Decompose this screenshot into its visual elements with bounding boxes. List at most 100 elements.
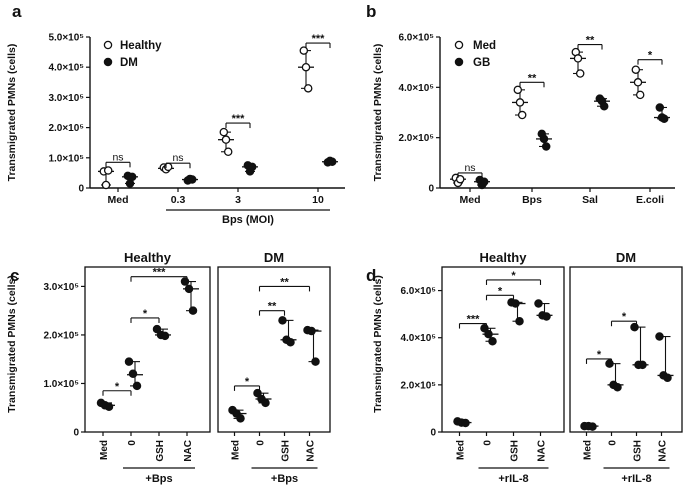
panel-a-sig-1: ns bbox=[165, 152, 191, 169]
panel-b-sig-2-label: ** bbox=[586, 35, 595, 47]
panel-d-healthy-title: Healthy bbox=[480, 250, 528, 265]
panel-c-dm-x-tick-label-1: 0 bbox=[256, 440, 267, 446]
panel-a-legend-label-1: DM bbox=[120, 57, 138, 69]
panel-a-y-axis-label: Transmigrated PMNs (cells) bbox=[6, 44, 18, 182]
panel-c-dm-point-2-2 bbox=[286, 337, 295, 347]
panel-a-y-tick-label-1: 1.0×10⁵ bbox=[48, 153, 84, 164]
panel-b-legend-label-1: GB bbox=[473, 57, 490, 69]
panel-d-healthy-sig-1-label: * bbox=[498, 285, 503, 297]
panel-b-y-tick-label-3: 6.0×10⁵ bbox=[398, 33, 434, 44]
panel-c-dm-x-tick-label-0: Med bbox=[231, 440, 242, 460]
panel-a-healthy-point-2-2 bbox=[223, 147, 233, 157]
panel-b-x-tick-label-3: E.coli bbox=[636, 194, 664, 206]
panel-b-gb-point-2-2 bbox=[599, 101, 609, 111]
panel-d-dm-x-tick-label-3: NAC bbox=[658, 440, 669, 462]
panel-b-x-tick-label-2: Sal bbox=[582, 194, 598, 206]
panel-d-dm-x-tick-label-1: 0 bbox=[608, 440, 619, 446]
panel-d-healthy-x-tick-label-1: 0 bbox=[483, 440, 494, 446]
panel-a-y-tick-label-4: 4.0×10⁵ bbox=[48, 63, 84, 74]
panel-a-y-tick-label-5: 5.0×10⁵ bbox=[48, 33, 84, 44]
panel-b-legend-label-0: Med bbox=[473, 40, 496, 52]
panel-c-healthy-sig-2: *** bbox=[130, 267, 188, 282]
panel-d-dm-point-1-2 bbox=[613, 382, 622, 392]
panel-c-healthy-point-2-2 bbox=[160, 331, 170, 341]
panel-a-dm-point-3-2 bbox=[327, 157, 337, 166]
panel-b-med-point-2-2 bbox=[575, 69, 585, 78]
panel-d-dm-point-0-2 bbox=[588, 422, 597, 431]
panel-d-dm-frame bbox=[569, 266, 683, 433]
panel-c-healthy-sig-1-label: * bbox=[143, 308, 148, 320]
panel-c-letter: c bbox=[10, 266, 19, 285]
panel-d-dm-sig-1: * bbox=[610, 311, 638, 327]
panel-a-y-tick-label-2: 2.0×10⁵ bbox=[48, 123, 84, 134]
panel-c-dm-sig-2-label: ** bbox=[280, 276, 289, 288]
panel-d-y-tick-label-1: 2.0×10⁵ bbox=[400, 380, 436, 391]
panel-d-dm-errbar-3 bbox=[657, 335, 674, 379]
panel-d-dm-sig-1-label: * bbox=[622, 311, 627, 323]
panel-b-med-point-3-2 bbox=[635, 90, 645, 100]
panel-c-dm-errbar-3 bbox=[305, 329, 322, 363]
panel-c-healthy-x-tick-label-2: GSH bbox=[155, 440, 166, 462]
panel-b-gb-point-3-2 bbox=[659, 114, 669, 124]
panel-d-healthy-sig-1: * bbox=[485, 285, 515, 301]
panel-c-y-tick-label-2: 2.0×10⁵ bbox=[43, 330, 79, 341]
panel-b-x-tick-label-1: Bps bbox=[522, 194, 542, 206]
panel-a-healthy-point-3-1 bbox=[301, 62, 311, 72]
panel-a-letter: a bbox=[12, 2, 22, 21]
panel-c-healthy-sig-0: * bbox=[102, 381, 132, 396]
panel-d-healthy-point-2-2 bbox=[515, 316, 524, 326]
panel-b-y-tick-label-1: 2.0×10⁵ bbox=[398, 133, 434, 144]
panel-a-sig-0-label: ns bbox=[112, 151, 123, 163]
panel-c-healthy-point-2-0 bbox=[152, 324, 162, 334]
panel-c-y-tick-label-0: 0 bbox=[73, 428, 79, 439]
panel-c-healthy-frame bbox=[84, 266, 211, 433]
panel-a-x-tick-label-1: 0.3 bbox=[171, 194, 186, 206]
panel-c-dm-sig-0: * bbox=[233, 376, 261, 391]
panel-a-healthy-point-2-0 bbox=[219, 127, 229, 137]
panel-b-letter: b bbox=[366, 2, 376, 21]
panel-c-healthy-point-0-2 bbox=[104, 402, 114, 412]
panel-d-letter: d bbox=[366, 266, 376, 285]
panel-b-legend-marker-1 bbox=[454, 57, 464, 67]
panel-d-dm-point-2-2 bbox=[638, 360, 647, 370]
panel-a-healthy-point-3-2 bbox=[303, 84, 313, 93]
panel-b-y-tick-label-0: 0 bbox=[428, 184, 434, 195]
panel-b-gb-point-0-2 bbox=[479, 177, 489, 186]
panel-a-dm-point-0-2 bbox=[127, 172, 137, 182]
panel-c-dm-point-0-2 bbox=[236, 414, 245, 423]
panel-d-dm-title: DM bbox=[616, 250, 636, 265]
panel-b-sig-1-label: ** bbox=[528, 72, 537, 84]
panel-c-dm-x-tick-label-3: NAC bbox=[306, 440, 317, 462]
panel-a-legend-label-0: Healthy bbox=[120, 40, 162, 52]
panel-d-healthy-x-tick-label-0: Med bbox=[456, 440, 467, 460]
panel-d-y-tick-label-3: 6.0×10⁵ bbox=[400, 286, 436, 297]
panel-d-dm-x-tick-label-2: GSH bbox=[633, 440, 644, 462]
panel-a-legend-marker-1 bbox=[103, 57, 113, 67]
panel-c-dm-sig-2: ** bbox=[258, 276, 311, 292]
panel-c-dm-group-label: +Bps bbox=[271, 473, 298, 485]
panel-a-sig-0: ns bbox=[105, 151, 131, 168]
panel-c-y-axis-label: Transmigrated PMNs (cells) bbox=[6, 275, 18, 413]
panel-d-healthy-sig-2: * bbox=[485, 270, 542, 285]
panel-d-dm-sig-0: * bbox=[585, 349, 613, 364]
panel-d-healthy-group-label: +rIL-8 bbox=[498, 473, 528, 485]
panel-a-dm-point-1-2 bbox=[187, 175, 197, 184]
panel-c-healthy-point-1-2 bbox=[132, 381, 142, 391]
panel-c-dm-point-3-2 bbox=[311, 357, 320, 366]
panel-a-healthy-point-3-0 bbox=[299, 46, 309, 55]
panel-b-sig-1: ** bbox=[519, 72, 545, 88]
panel-c-healthy-point-3-1 bbox=[184, 284, 194, 294]
panel-c-healthy-point-3-2 bbox=[188, 306, 198, 315]
panel-b-med-point-2-1 bbox=[573, 54, 583, 63]
panel-b-med-point-1-2 bbox=[517, 110, 527, 120]
panel-d-dm-x-tick-label-0: Med bbox=[583, 440, 594, 460]
panel-d-healthy-x-tick-label-3: NAC bbox=[537, 440, 548, 462]
panel-b-sig-2: ** bbox=[577, 35, 603, 50]
panel-b-med-point-1-1 bbox=[515, 98, 525, 107]
panel-c-dm-sig-1: ** bbox=[258, 301, 286, 316]
panel-a-x-axis-label: Bps (MOI) bbox=[222, 214, 274, 226]
panel-d-dm-group-label: +rIL-8 bbox=[621, 473, 651, 485]
panel-a-sig-3: *** bbox=[305, 33, 331, 49]
panel-c-dm-sig-1-label: ** bbox=[268, 301, 277, 313]
